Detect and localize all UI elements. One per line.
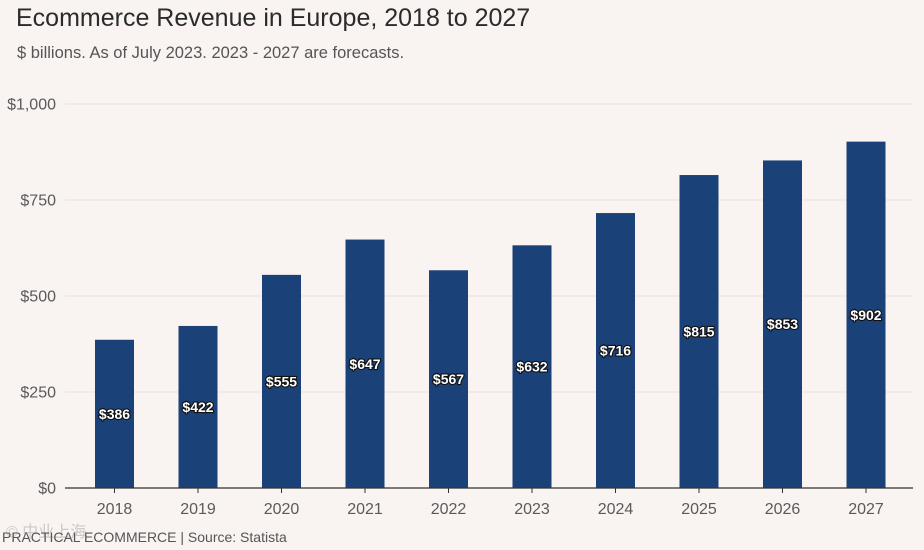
bar-value-label: $647 bbox=[349, 356, 380, 372]
x-tick-label: 2026 bbox=[765, 501, 801, 518]
bar-2023 bbox=[512, 245, 552, 488]
y-axis-ticks: $0 $250 $500 $750 $1,000 bbox=[7, 97, 56, 498]
bar-value-label: $422 bbox=[182, 399, 213, 415]
bar-2026 bbox=[763, 160, 802, 488]
bar-value-label: $815 bbox=[683, 324, 714, 340]
x-tick-label: 2023 bbox=[514, 501, 550, 518]
chart-title: Ecommerce Revenue in Europe, 2018 to 202… bbox=[16, 4, 531, 32]
y-tick-label: $1,000 bbox=[7, 97, 56, 114]
bar-2024 bbox=[596, 213, 635, 488]
x-tick-label: 2027 bbox=[848, 501, 884, 518]
x-tick-label: 2024 bbox=[598, 501, 634, 518]
bar-value-label: $567 bbox=[433, 371, 464, 387]
bar-2022 bbox=[429, 270, 468, 488]
y-tick-label: $750 bbox=[20, 193, 56, 210]
bar-value-labels: $386 $422 $555 $647 $567 $632 $716 $815 $853 $902 bbox=[98, 306, 883, 423]
bar-2019 bbox=[178, 325, 218, 488]
bars bbox=[95, 141, 886, 489]
bar-2021 bbox=[345, 239, 385, 488]
source-footer: PRACTICAL ECOMMERCE | Source: Statista bbox=[2, 529, 287, 545]
y-tick-label: $250 bbox=[20, 385, 56, 402]
x-tick-label: 2020 bbox=[264, 501, 300, 518]
bar-value-label: $716 bbox=[600, 343, 631, 359]
watermark: © 中业上海 bbox=[6, 524, 87, 541]
x-tick-label: 2022 bbox=[431, 501, 467, 518]
x-tick-label: 2025 bbox=[681, 501, 717, 518]
chart-subtitle: $ billions. As of July 2023. 2023 - 2027… bbox=[17, 44, 405, 62]
x-tick-label: 2018 bbox=[97, 501, 133, 518]
bar-value-label: $853 bbox=[767, 316, 798, 332]
y-tick-label: $0 bbox=[38, 481, 56, 498]
x-axis-ticks: 2018 2019 2020 2021 2022 2023 2024 2025 2026 2027 bbox=[97, 488, 884, 518]
x-tick-label: 2021 bbox=[347, 501, 383, 518]
bar-value-label: $555 bbox=[266, 373, 297, 389]
y-tick-label: $500 bbox=[20, 289, 56, 306]
bar-value-label: $386 bbox=[99, 406, 130, 422]
bar-2020 bbox=[262, 274, 301, 488]
bar-value-label: $902 bbox=[850, 307, 881, 323]
bar-2018 bbox=[95, 339, 134, 488]
x-tick-label: 2019 bbox=[180, 501, 216, 518]
bar-2027 bbox=[846, 141, 886, 488]
bar-2025 bbox=[679, 175, 719, 489]
bar-value-label: $632 bbox=[516, 359, 547, 375]
